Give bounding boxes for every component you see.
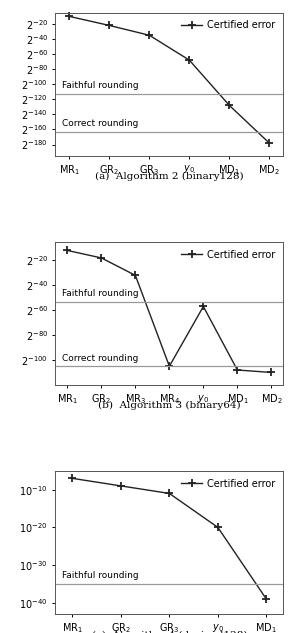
Legend: Certified error: Certified error [178, 247, 278, 263]
Title: (b)  Algorithm 3 (binary64): (b) Algorithm 3 (binary64) [98, 401, 241, 410]
Title: (c)  Algorithm 4 (decimal128): (c) Algorithm 4 (decimal128) [92, 630, 247, 633]
Legend: Certified error: Certified error [178, 475, 278, 492]
Text: Correct rounding: Correct rounding [62, 354, 139, 363]
Text: Faithful rounding: Faithful rounding [62, 289, 139, 298]
Text: Faithful rounding: Faithful rounding [62, 572, 139, 580]
Text: Faithful rounding: Faithful rounding [62, 82, 139, 91]
Text: Correct rounding: Correct rounding [62, 119, 139, 128]
Legend: Certified error: Certified error [178, 18, 278, 34]
Title: (a)  Algorithm 2 (binary128): (a) Algorithm 2 (binary128) [95, 172, 244, 181]
